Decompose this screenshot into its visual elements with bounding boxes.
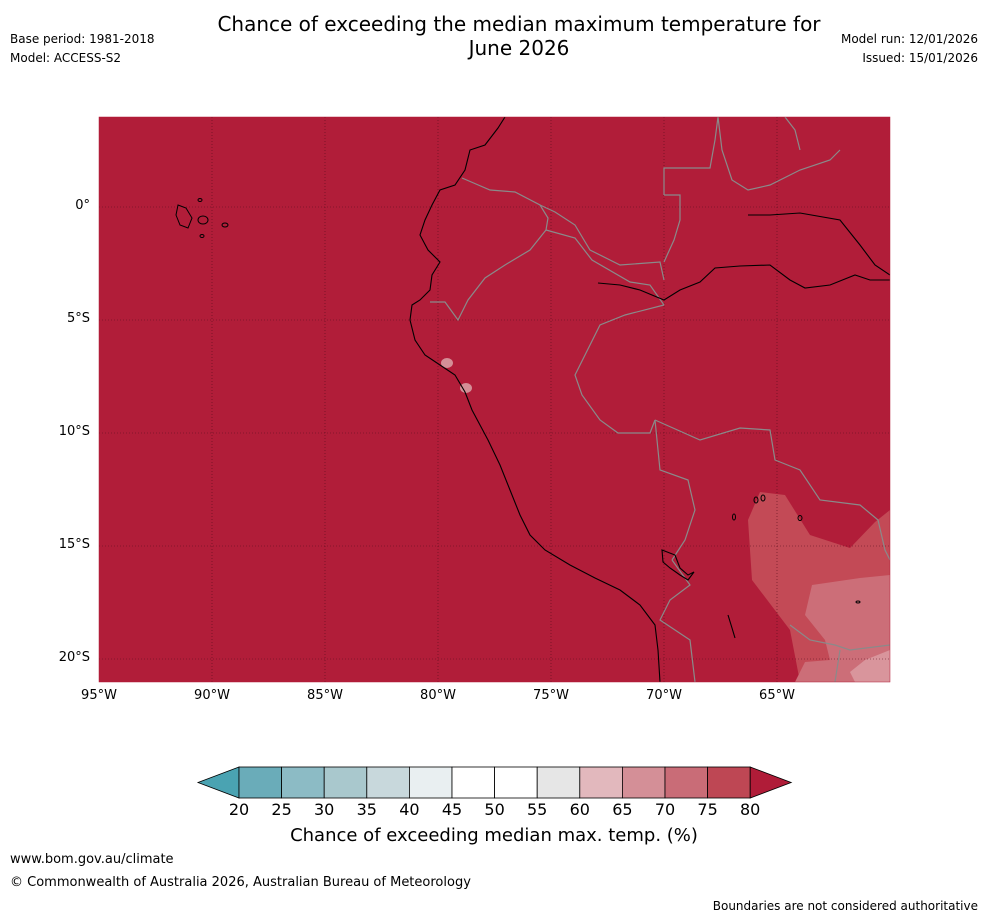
colorbar-segment (408, 766, 453, 799)
lat-label-20s: 20°S (58, 650, 90, 665)
lon-label-85w: 85°W (307, 688, 343, 703)
colorbar-segment (579, 766, 623, 799)
colorbar-tick-label: 65 (612, 800, 633, 819)
website-url: www.bom.gov.au/climate (10, 852, 174, 867)
lat-label-10s: 10°S (58, 424, 90, 439)
lon-label-70w: 70°W (646, 688, 682, 703)
colorbar-tick-label: 35 (356, 800, 377, 819)
colorbar-tick-label: 80 (740, 800, 761, 819)
colorbar-tick-label: 30 (314, 800, 335, 819)
colorbar-tick-label: 20 (228, 800, 250, 819)
coast-spot-2 (460, 383, 472, 393)
graticule (99, 117, 890, 682)
colorbar-tick-label: 50 (484, 800, 505, 819)
colorbar-segment (281, 766, 325, 799)
colorbar-segment (366, 766, 410, 799)
colorbar-segment (707, 766, 751, 799)
colorbar-over-arrow (749, 766, 793, 799)
lat-label-0: 0° (75, 198, 90, 213)
colorbar (196, 766, 793, 799)
colorbar-label: Chance of exceeding median max. temp. (%… (290, 825, 698, 846)
lon-label-75w: 75°W (533, 688, 569, 703)
meta-right: Model run: 12/01/2026 Issued: 15/01/2026 (841, 30, 978, 68)
colorbar-segment (536, 766, 581, 799)
colorbar-tick-label: 55 (527, 800, 548, 819)
galapagos-islands (175, 198, 229, 238)
inland-lakes (732, 494, 861, 604)
band-70 (795, 575, 890, 682)
colorbar-segment (238, 766, 282, 799)
colorbar-tick-label: 60 (569, 800, 590, 819)
lon-label-95w: 95°W (81, 688, 117, 703)
band-65 (850, 650, 890, 682)
colorbar-tick-label: 45 (441, 800, 463, 819)
colorbar-tick-label: 25 (271, 800, 292, 819)
coast-spot-1 (441, 358, 453, 368)
title-line-2: June 2026 (468, 36, 570, 60)
lat-label-5s: 5°S (66, 311, 90, 326)
colorbar-segment (621, 766, 666, 799)
colorbar-tick-label: 75 (697, 800, 718, 819)
colorbar-segment (451, 766, 495, 799)
colorbar-segment (323, 766, 368, 799)
lat-label-15s: 15°S (58, 537, 90, 552)
title-line-1: Chance of exceeding the median maximum t… (217, 12, 821, 36)
lon-label-80w: 80°W (420, 688, 456, 703)
issued-date: Issued: 15/01/2026 (862, 51, 978, 65)
boundary-note: Boundaries are not considered authoritat… (712, 899, 978, 913)
colorbar-segment (664, 766, 708, 799)
lon-label-90w: 90°W (194, 688, 230, 703)
lon-label-65w: 65°W (759, 688, 795, 703)
map-title: Chance of exceeding the median maximum t… (190, 12, 848, 60)
model-run: Model run: 12/01/2026 (840, 32, 978, 46)
colorbar-under-arrow (196, 766, 240, 799)
colorbar-segment (494, 766, 538, 799)
coastlines (409, 117, 890, 682)
copyright-notice: © Commonwealth of Australia 2026, Austra… (10, 875, 471, 890)
country-borders (430, 117, 890, 682)
base-period: Base period: 1981-2018 (10, 32, 155, 46)
meta-left: Base period: 1981-2018 Model: ACCESS-S2 (10, 30, 155, 68)
colorbar-tick-label: 40 (399, 800, 420, 819)
colorbar-tick-label: 70 (654, 800, 676, 819)
model-name: Model: ACCESS-S2 (10, 51, 122, 65)
